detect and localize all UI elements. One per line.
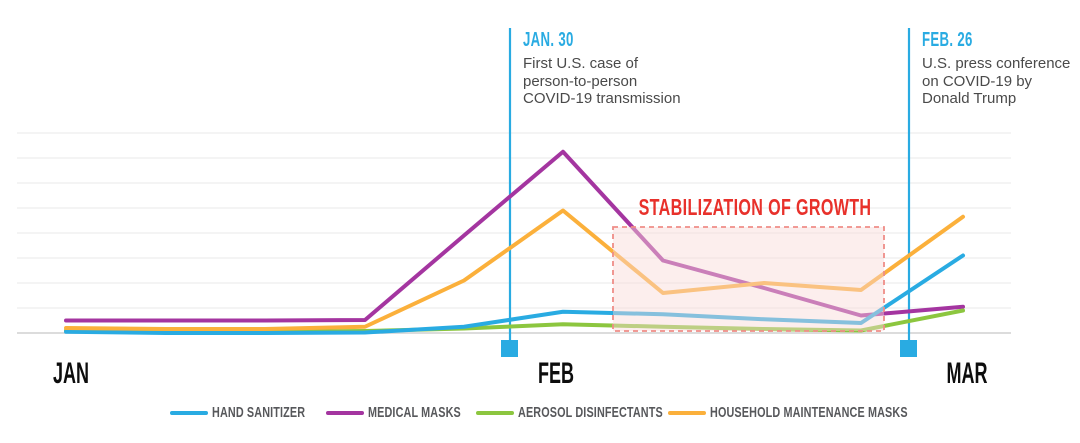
- stabilization-of-growth-label: STABILIZATION OF GROWTH: [638, 194, 871, 220]
- medical-masks-line-swatch: [326, 411, 364, 415]
- annotation-feb26: FEB. 26 U.S. press conference on COVID-1…: [922, 29, 1080, 108]
- chart-legend: HAND SANITIZER MEDICAL MASKS AEROSOL DIS…: [170, 403, 908, 423]
- x-axis-label-feb: FEB: [538, 357, 574, 390]
- legend-label: HOUSEHOLD MAINTENANCE MASKS: [710, 404, 908, 421]
- annotation-jan30: JAN. 30 First U.S. case of person-to-per…: [523, 29, 713, 108]
- legend-item-hand-sanitizer: HAND SANITIZER: [170, 404, 305, 422]
- household-maintenance-masks-line-swatch: [668, 411, 706, 415]
- hand-sanitizer-line-swatch: [170, 411, 208, 415]
- annotation-jan30-date: JAN. 30: [523, 29, 574, 51]
- x-axis-label-mar: MAR: [946, 357, 988, 390]
- legend-item-aerosol-disinfectants: AEROSOL DISINFECTANTS: [476, 404, 663, 422]
- annotation-feb26-date: FEB. 26: [922, 29, 973, 51]
- annotation-feb26-description: U.S. press conference on COVID-19 by Don…: [922, 55, 1071, 107]
- legend-label: AEROSOL DISINFECTANTS: [518, 404, 663, 421]
- legend-item-medical-masks: MEDICAL MASKS: [326, 404, 461, 422]
- x-axis-label-jan: JAN: [52, 357, 90, 390]
- legend-item-household-maintenance-masks: HOUSEHOLD MAINTENANCE MASKS: [668, 404, 908, 422]
- legend-label: HAND SANITIZER: [212, 404, 306, 421]
- annotation-jan30-description: First U.S. case of person-to-person COVI…: [523, 55, 681, 107]
- legend-label: MEDICAL MASKS: [368, 404, 461, 421]
- aerosol-disinfectants-line-swatch: [476, 411, 514, 415]
